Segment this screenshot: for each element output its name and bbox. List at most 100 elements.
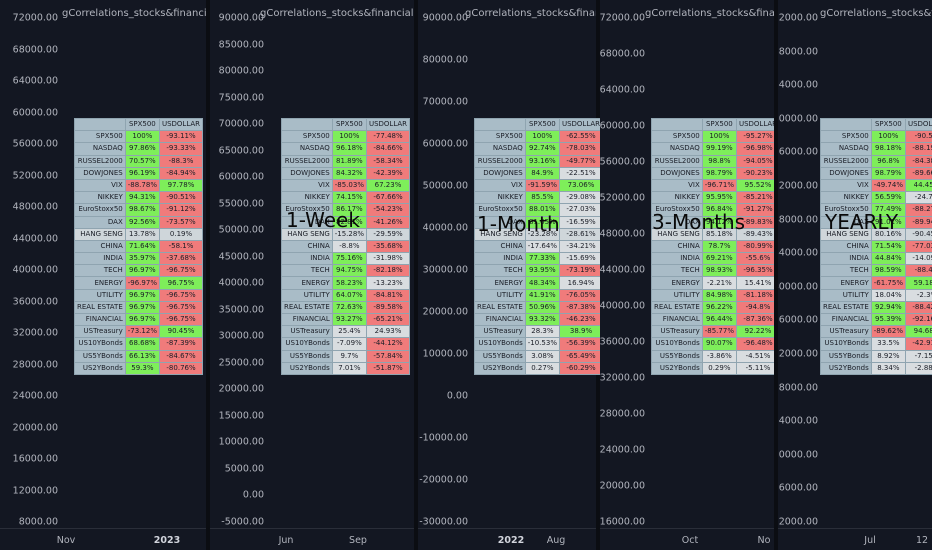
usdollar-correlation-cell: 15.41% [735, 276, 774, 290]
spx500-correlation-cell: 98.93% [701, 264, 737, 278]
price-axis[interactable]: 72000.00 68000.00 64000.00 60000.00 56000.00… [600, 0, 645, 528]
price-axis[interactable]: 72000.00 68000.00 64000.00 60000.00 56000.00… [778, 0, 818, 528]
spx500-correlation-cell: -96.71% [701, 178, 737, 193]
spx500-correlation-cell: 98.79% [701, 166, 737, 180]
time-tick-label: Sep [349, 535, 367, 546]
asset-label: RUSSEL2000 [651, 154, 703, 168]
spx500-correlation-cell: 98.67% [124, 203, 160, 217]
indicator-title: gCorrelations_stocks&financials [645, 8, 774, 19]
table-row: CHINA 71.64% -58.1% [74, 239, 204, 254]
spx500-correlation-cell: 96.22% [701, 300, 737, 315]
table-row: DAX 92.56% -73.57% [74, 215, 204, 229]
price-tick-label: 30000.00 [422, 264, 468, 276]
price-axis[interactable]: 90000.00 85000.00 80000.00 75000.00 70000.00… [214, 0, 264, 528]
table-row: US2YBonds 0.29% -5.11% [651, 361, 774, 375]
asset-label: INDIA [651, 252, 703, 266]
usdollar-correlation-cell: -84.81% [365, 288, 411, 302]
price-axis[interactable]: 72000.00 68000.00 64000.00 60000.00 56000.00… [8, 0, 58, 528]
table-row: US2YBonds 0.27% -60.29% [474, 361, 600, 375]
asset-label: US5YBonds [651, 349, 703, 363]
price-tick-label: 80000.00 [218, 65, 264, 77]
spx500-correlation-cell: 99.19% [701, 142, 737, 156]
price-tick-label: 32000.00 [778, 348, 818, 360]
spx500-correlation-cell: -23.28% [524, 227, 560, 241]
table-row: RUSSEL2000 81.89% -58.34% [281, 154, 411, 168]
usdollar-correlation-cell: -80.99% [735, 239, 774, 254]
usdollar-correlation-cell: -84.66% [365, 142, 411, 156]
asset-label: FINANCIAL [74, 312, 126, 327]
spx500-correlation-cell: 3.08% [524, 349, 560, 363]
table-row: INDIA 35.97% -37.68% [74, 252, 204, 266]
asset-label: USTreasury [474, 325, 526, 339]
table-row: INDIA 75.16% -31.98% [281, 252, 411, 266]
usdollar-correlation-cell: -44.12% [365, 337, 411, 351]
usdollar-correlation-cell: -94.05% [735, 154, 774, 168]
column-header: SPX500 [331, 117, 367, 132]
usdollar-correlation-cell: -16.59% [558, 215, 600, 229]
correlation-table: SPX500 USDOLLAR SPX500 100% -62.55% NASDAQ 92.… [474, 117, 600, 375]
asset-label: REAL ESTATE [651, 300, 703, 315]
asset-label: UTILITY [820, 288, 872, 302]
table-row: NIKKEY 74.15% -67.66% [281, 191, 411, 205]
spx500-correlation-cell: -96.97% [124, 276, 160, 290]
price-axis[interactable]: 90000.00 80000.00 70000.00 60000.00 50000.00… [419, 0, 468, 528]
price-tick-label: 20000.00 [778, 449, 818, 461]
asset-label: INDIA [474, 252, 526, 266]
asset-label: CHINA [820, 239, 872, 254]
price-tick-label: 15000.00 [218, 410, 264, 422]
price-tick-label: 48000.00 [600, 228, 645, 240]
usdollar-correlation-cell: -42.39% [365, 166, 411, 180]
spx500-correlation-cell: 96.44% [701, 312, 737, 327]
spx500-correlation-cell: 18.04% [870, 288, 906, 302]
price-tick-label: 10000.00 [422, 348, 468, 360]
spx500-correlation-cell: 84.32% [331, 166, 367, 180]
usdollar-correlation-cell: -5.11% [735, 361, 774, 375]
asset-label: CHINA [74, 239, 126, 254]
chart-panel-2[interactable]: 90000.00 85000.00 80000.00 75000.00 70000.00… [210, 0, 414, 550]
chart-panel-5[interactable]: 72000.00 68000.00 64000.00 60000.00 56000.00… [778, 0, 932, 550]
chart-panel-4[interactable]: 72000.00 68000.00 64000.00 60000.00 56000.00… [600, 0, 774, 550]
usdollar-correlation-cell: 94.68% [904, 325, 932, 339]
asset-label: CHINA [474, 239, 526, 254]
spx500-correlation-cell: 95.95% [701, 191, 737, 205]
asset-label: FINANCIAL [651, 312, 703, 327]
time-axis[interactable]: Jul 12 [778, 528, 932, 550]
spx500-correlation-cell: 41.91% [524, 288, 560, 302]
spx500-correlation-cell: 84.98% [701, 288, 737, 302]
price-tick-label: 75000.00 [218, 92, 264, 104]
time-axis[interactable]: Oct No [600, 528, 774, 550]
indicator-title: gCorrelations_stocks&financials [62, 8, 206, 19]
usdollar-correlation-cell: -56.39% [558, 337, 600, 351]
chart-panel-3[interactable]: 90000.00 80000.00 70000.00 60000.00 50000.00… [418, 0, 600, 550]
table-row: DOWJONES 96.19% -84.94% [74, 166, 204, 180]
asset-label: US10YBonds [281, 337, 333, 351]
price-tick-label: 36000.00 [12, 296, 58, 307]
asset-label: US10YBonds [474, 337, 526, 351]
asset-label: RUSSEL2000 [820, 154, 872, 168]
price-tick-label: 68000.00 [600, 48, 645, 60]
price-tick-label: 56000.00 [778, 146, 818, 158]
price-tick-label: 28000.00 [600, 408, 645, 420]
panel-divider[interactable] [414, 0, 418, 550]
panel-divider[interactable] [774, 0, 778, 550]
spx500-correlation-cell: 80.16% [870, 227, 906, 241]
usdollar-correlation-cell: -73.57% [158, 215, 204, 229]
usdollar-correlation-cell: -93.11% [158, 130, 204, 144]
time-axis[interactable]: Nov 2023 [0, 528, 206, 550]
time-axis[interactable]: Jun Sep [210, 528, 414, 550]
asset-label: RUSSEL2000 [474, 154, 526, 168]
table-row: CHINA 78.7% -80.99% [651, 239, 774, 254]
timeframe-watermark: 1-Week [286, 208, 360, 232]
price-tick-label: 12000.00 [12, 485, 58, 496]
table-row: SPX500 100% -93.11% [74, 130, 204, 144]
usdollar-correlation-cell: -54.23% [365, 203, 411, 217]
panel-divider[interactable] [206, 0, 210, 550]
time-axis[interactable]: 2022 Aug [418, 528, 600, 550]
table-row: RUSSEL2000 70.57% -88.3% [74, 154, 204, 168]
time-tick-label: Nov [56, 535, 76, 546]
spx500-correlation-cell: 94.12% [701, 215, 737, 229]
chart-panel-1[interactable]: 72000.00 68000.00 64000.00 60000.00 56000.00… [0, 0, 206, 550]
